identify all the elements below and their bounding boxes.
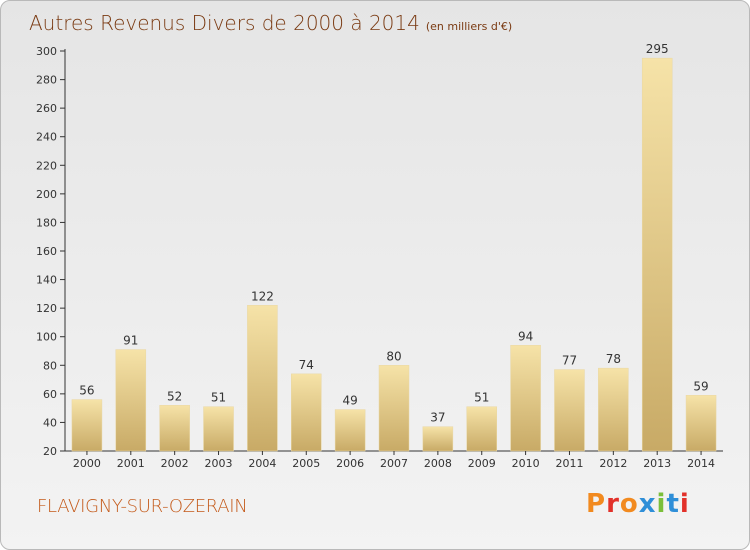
logo-letter: i	[679, 489, 690, 519]
x-tick-label: 2014	[687, 457, 715, 470]
y-tick-label: 280	[36, 74, 57, 87]
y-tick-label: 40	[43, 416, 57, 429]
bar-value-label: 94	[518, 329, 533, 343]
chart-unit: (en milliers d'€)	[425, 20, 513, 33]
bar	[378, 365, 410, 452]
bar-value-label: 91	[123, 334, 138, 348]
x-tick-label: 2001	[117, 457, 145, 470]
logo-letter: i	[656, 489, 667, 519]
logo-letter: r	[606, 489, 620, 519]
bar	[466, 406, 497, 452]
y-tick-label: 300	[36, 45, 57, 58]
x-tick-label: 2002	[161, 457, 189, 470]
bar	[159, 405, 190, 452]
bar	[247, 305, 278, 452]
y-tick-label: 260	[36, 102, 57, 115]
logo-letter: x	[638, 489, 657, 519]
bar	[291, 373, 322, 452]
y-tick-label: 120	[36, 302, 57, 315]
bar-value-label: 74	[299, 358, 314, 372]
bar-value-label: 52	[167, 389, 182, 403]
logo-letter: P	[586, 489, 607, 519]
y-tick-label: 20	[43, 445, 57, 458]
bar-value-label: 295	[646, 42, 669, 56]
x-tick-label: 2003	[205, 457, 233, 470]
y-tick-label: 200	[36, 188, 57, 201]
bar	[203, 406, 234, 452]
x-tick-label: 2007	[380, 457, 408, 470]
x-tick-label: 2011	[555, 457, 583, 470]
bar-value-label: 51	[474, 391, 489, 405]
chart-title-text: Autres Revenus Divers de 2000 à 2014	[29, 11, 420, 35]
bar	[334, 409, 366, 452]
y-tick-label: 160	[36, 245, 57, 258]
bar	[641, 57, 673, 452]
x-tick-label: 2013	[643, 457, 671, 470]
y-tick-label: 140	[36, 274, 57, 287]
x-tick-label: 2010	[512, 457, 540, 470]
bar	[598, 367, 629, 452]
y-tick-label: 180	[36, 216, 57, 229]
x-tick-label: 2006	[336, 457, 364, 470]
x-tick-label: 2008	[424, 457, 452, 470]
bar-value-label: 77	[562, 354, 577, 368]
bar	[554, 369, 585, 452]
bar-value-label: 49	[342, 394, 357, 408]
bar-value-label: 56	[79, 384, 94, 398]
bar	[422, 426, 454, 452]
chart-title: Autres Revenus Divers de 2000 à 2014 (en …	[29, 11, 512, 35]
y-tick-label: 220	[36, 159, 57, 172]
bar	[115, 349, 147, 452]
bar	[71, 399, 103, 452]
y-tick-label: 80	[43, 359, 57, 372]
bar-value-label: 78	[606, 352, 621, 366]
y-tick-label: 100	[36, 331, 57, 344]
logo-letter: t	[666, 489, 680, 519]
bar	[685, 395, 717, 452]
bar-value-label: 122	[251, 289, 274, 303]
x-tick-label: 2009	[468, 457, 496, 470]
x-tick-label: 2004	[248, 457, 276, 470]
x-tick-label: 2005	[292, 457, 320, 470]
x-tick-label: 2012	[599, 457, 627, 470]
place-name: FLAVIGNY-SUR-OZERAIN	[37, 496, 248, 517]
x-tick-label: 2000	[73, 457, 101, 470]
proxiti-logo: Proxiti	[586, 489, 690, 519]
bar-value-label: 80	[386, 349, 401, 363]
y-tick-label: 240	[36, 131, 57, 144]
y-tick-label: 60	[43, 388, 57, 401]
bar-value-label: 37	[430, 411, 445, 425]
bar-value-label: 51	[211, 391, 226, 405]
logo-letter: o	[619, 489, 639, 519]
bar-value-label: 59	[693, 379, 708, 393]
bar	[510, 345, 541, 452]
